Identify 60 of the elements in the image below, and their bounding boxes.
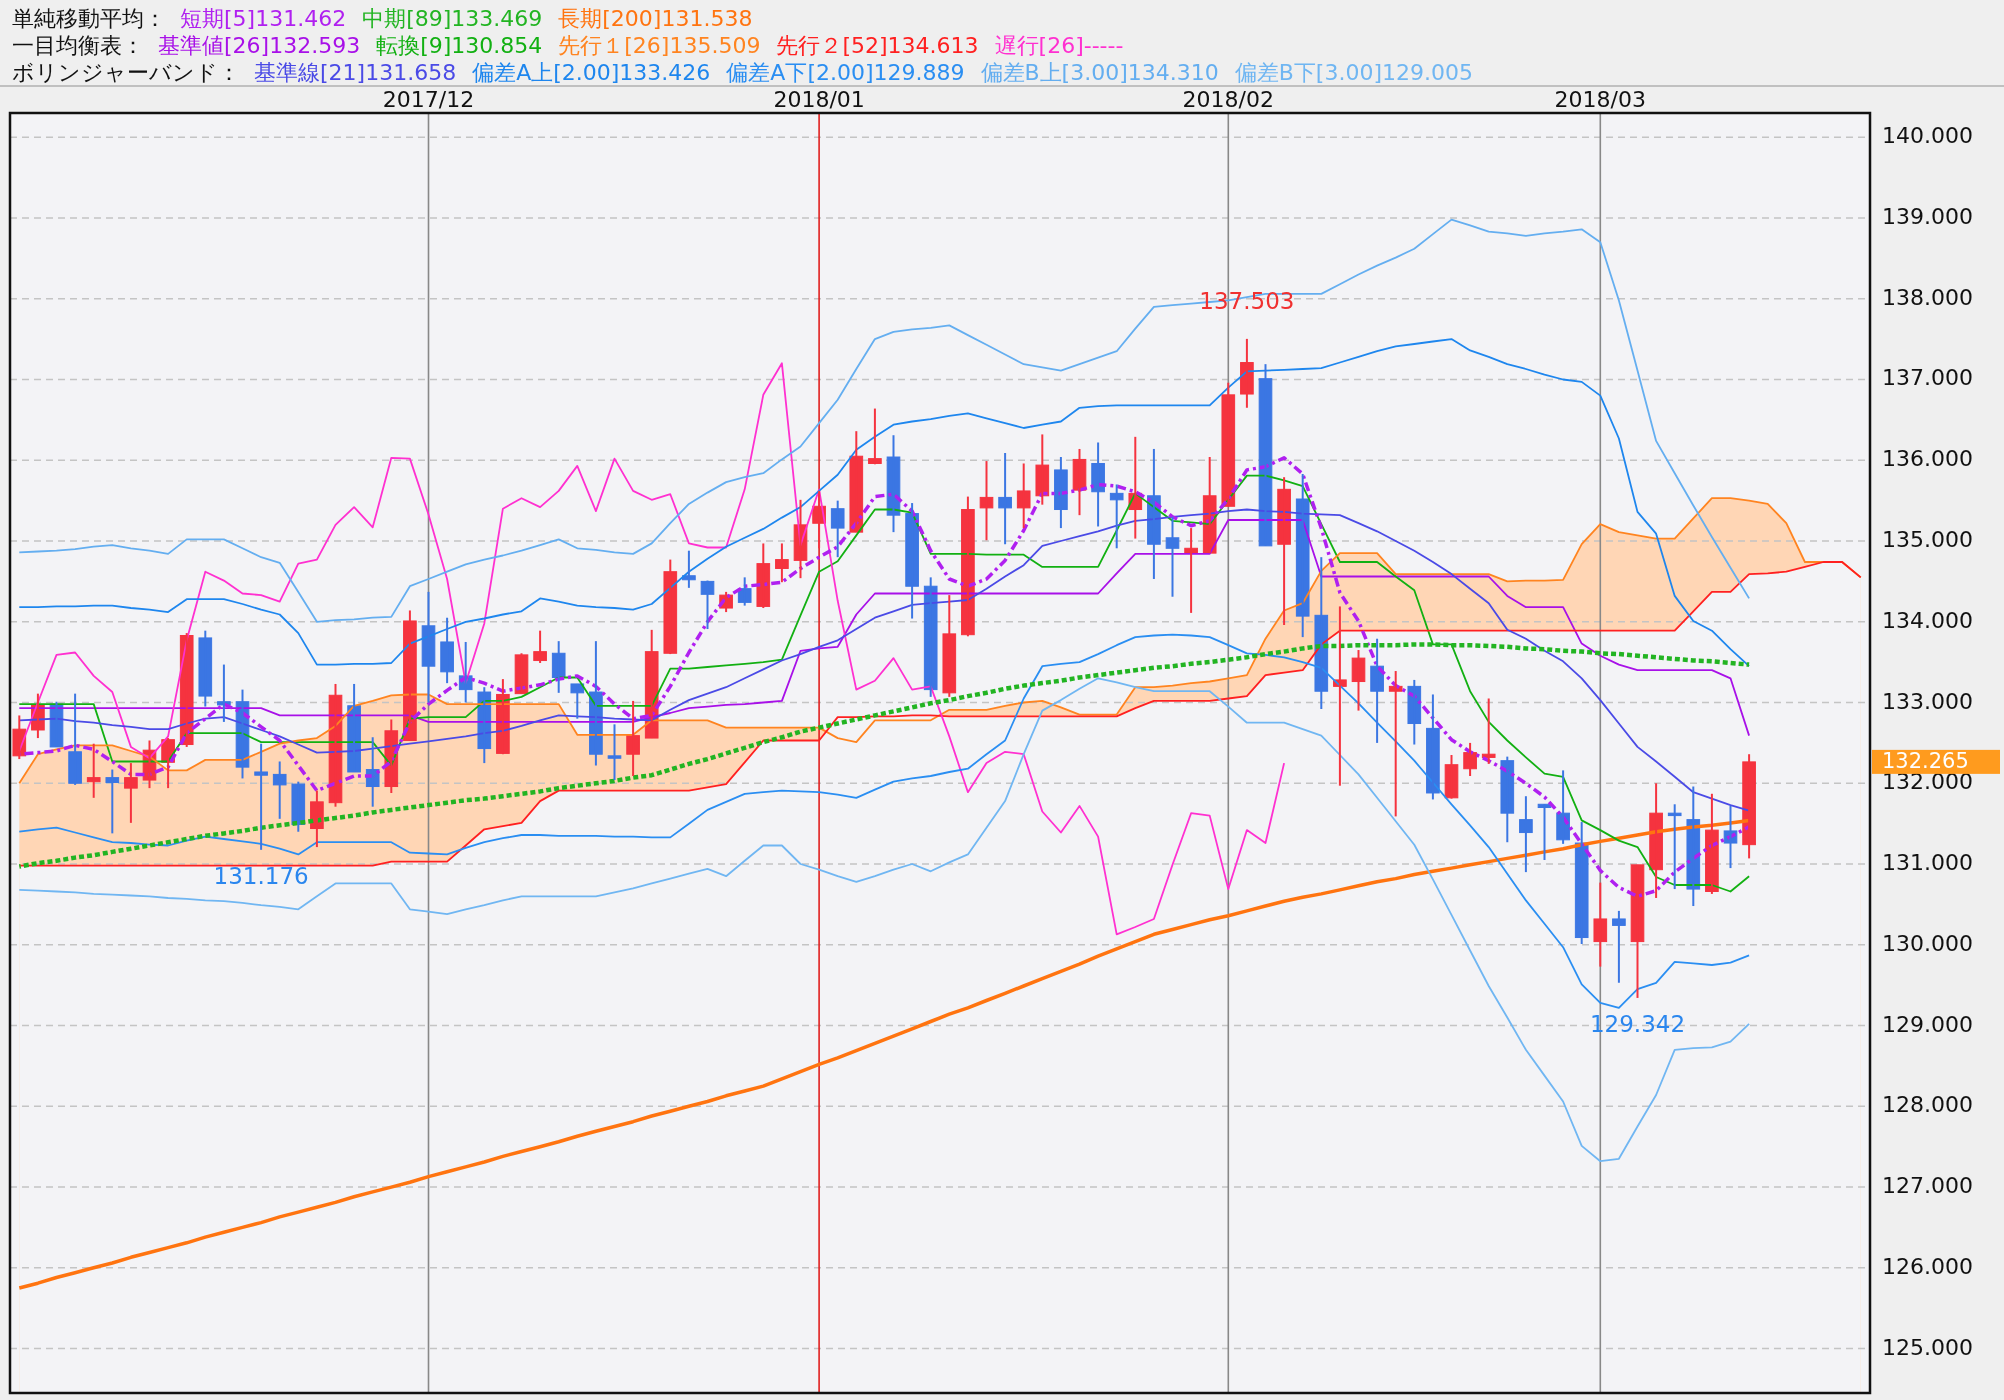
- x-tick-label: 2018/01: [773, 87, 865, 112]
- y-tick-label: 131.000: [1882, 850, 1973, 876]
- text: 単純移動平均：: [12, 6, 166, 31]
- candlestick: [1016, 462, 1031, 530]
- line-series: [18, 218, 1750, 623]
- y-tick-label: 136.000: [1882, 446, 1973, 472]
- candlestick: [254, 742, 268, 851]
- x-tick-label: 2018/03: [1554, 87, 1646, 112]
- y-tick-label: 129.000: [1882, 1011, 1973, 1037]
- text: 基準値[26]132.593: [158, 33, 361, 58]
- candlestick: [775, 542, 789, 584]
- line-series: [18, 338, 1750, 668]
- x-tick-label: 2018/02: [1182, 87, 1274, 112]
- candlestick: [533, 629, 547, 664]
- line-series: [17, 642, 1752, 869]
- text: 偏差A下[2.00]129.889: [726, 60, 965, 85]
- y-tick-label: 135.000: [1882, 527, 1973, 553]
- y-tick-label: 139.000: [1882, 203, 1973, 229]
- text: 短期[5]131.462: [180, 6, 347, 31]
- line-series: [18, 677, 1750, 1163]
- y-tick-label: 133.000: [1882, 688, 1973, 714]
- candlestick: [68, 692, 82, 786]
- text: 中期[89]133.469: [362, 6, 543, 31]
- line-series: [17, 818, 1751, 1290]
- text: 偏差A上[2.00]133.426: [472, 60, 711, 85]
- text: 長期[200]131.538: [558, 6, 753, 31]
- x-tick-label: 2017/12: [382, 87, 475, 112]
- text: 偏差B下[3.00]129.005: [1234, 60, 1473, 85]
- price-tag: 132.265: [1872, 748, 2000, 774]
- y-tick-label: 127.000: [1882, 1173, 1973, 1199]
- candlestick: [1593, 881, 1608, 968]
- annotation: 131.176: [213, 862, 309, 889]
- y-tick-label: 138.000: [1882, 284, 1973, 310]
- annotation: 129.342: [1589, 1010, 1686, 1037]
- text: 偏差B上[3.00]134.310: [980, 60, 1219, 85]
- text: 先行２[52]134.613: [776, 33, 979, 58]
- y-tick-label: 130.000: [1882, 930, 1973, 956]
- text: 転換[9]130.854: [376, 33, 543, 58]
- text: 先行１[26]135.509: [558, 33, 761, 58]
- line-series: [18, 519, 1750, 737]
- y-tick-label: 137.000: [1882, 365, 1973, 391]
- text: ボリンジャーバンド：: [12, 60, 240, 85]
- y-tick-label: 140.000: [1882, 123, 1973, 149]
- text: 基準線[21]131.658: [254, 60, 457, 85]
- y-tick-label: 128.000: [1882, 1092, 1973, 1118]
- line-series: [18, 508, 1750, 812]
- y-tick-label: 125.000: [1882, 1334, 1973, 1360]
- candlestick: [1612, 909, 1626, 984]
- line-series: [18, 633, 1750, 1009]
- candlestick: [272, 760, 287, 820]
- candlestick: [607, 723, 622, 782]
- candlestick: [105, 768, 120, 835]
- candlestick: [868, 407, 882, 466]
- text: 遅行[26]-----: [994, 33, 1124, 58]
- text: 一目均衡表：: [12, 33, 144, 58]
- candlestick: [830, 499, 845, 559]
- candlestick: [124, 762, 138, 824]
- candlestick: [998, 451, 1012, 546]
- y-tick-label: 134.000: [1882, 607, 1973, 633]
- y-tick-label: 126.000: [1882, 1253, 1973, 1279]
